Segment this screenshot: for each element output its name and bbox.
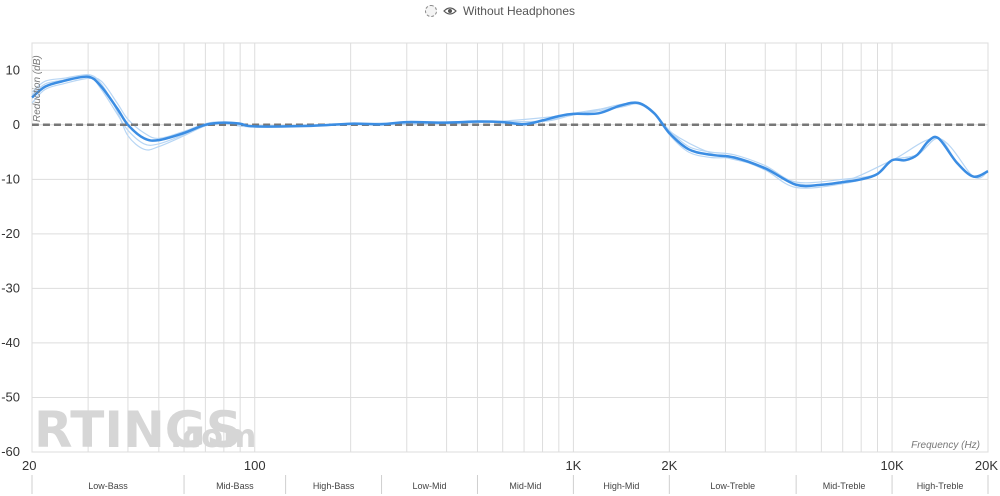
band-label: Mid-Mid — [509, 481, 541, 491]
x-tick-label: 10K — [881, 458, 904, 473]
x-tick-label: 2K — [661, 458, 677, 473]
legend[interactable]: Without Headphones — [0, 2, 1000, 20]
series — [31, 73, 989, 189]
grid — [31, 42, 989, 453]
band-label: Mid-Bass — [216, 481, 254, 491]
watermark: RTINGS .com — [34, 401, 256, 459]
series-line-faint — [31, 73, 989, 186]
y-tick-label: -30 — [1, 280, 20, 295]
x-tick-label: 100 — [244, 458, 266, 473]
plot-frame — [31, 42, 989, 453]
y-tick-label: -10 — [1, 171, 20, 186]
dashed-circle-icon[interactable] — [424, 5, 437, 17]
x-tick-label: 1K — [565, 458, 581, 473]
series-line-faint — [31, 77, 989, 189]
y-tick-label: -20 — [1, 226, 20, 241]
series-line-faint — [31, 74, 989, 184]
band-label: High-Treble — [917, 481, 964, 491]
y-tick-label: 0 — [13, 117, 20, 132]
y-axis-label: Reduction (dB) — [32, 55, 43, 122]
x-axis-label: Frequency (Hz) — [911, 440, 980, 451]
y-tick-label: -50 — [1, 389, 20, 404]
band-label: Low-Treble — [710, 481, 755, 491]
x-tick-label: 20 — [22, 458, 36, 473]
series-line-main — [31, 75, 989, 188]
band-label: Low-Bass — [88, 481, 128, 491]
watermark-suffix: .com — [170, 417, 256, 455]
frequency-bands: Low-Bass Mid-Bass High-Bass Low-Mid Mid-Mid H… — [31, 475, 989, 494]
y-tick-label: -40 — [1, 335, 20, 350]
band-label: High-Bass — [313, 481, 355, 491]
y-tick-label: -60 — [1, 444, 20, 459]
band-label: Mid-Treble — [823, 481, 866, 491]
band-label: Low-Mid — [413, 481, 447, 491]
x-tick-label: 20K — [975, 458, 998, 473]
band-label: High-Mid — [603, 481, 639, 491]
y-tick-label: 10 — [6, 62, 20, 77]
watermark-brand: RTINGS — [34, 401, 242, 459]
eye-icon[interactable] — [443, 6, 457, 16]
legend-label: Without Headphones — [462, 4, 576, 18]
